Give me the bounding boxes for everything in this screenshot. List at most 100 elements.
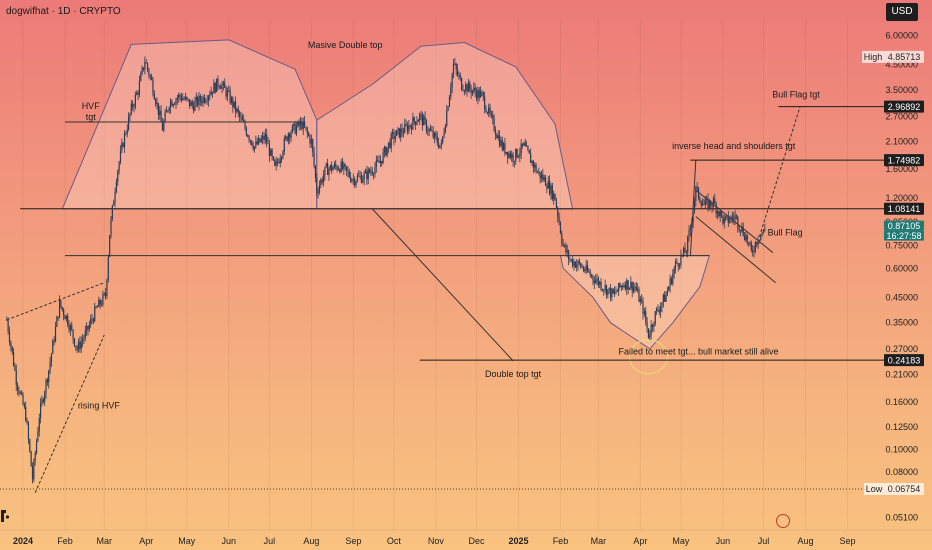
candle-body: [69, 325, 71, 331]
candle-body: [479, 91, 482, 98]
candle-body: [287, 133, 289, 141]
candle-body: [725, 216, 727, 219]
candle-body: [592, 275, 594, 280]
candle-body: [619, 283, 621, 287]
candle-body: [672, 273, 674, 284]
candle-body: [611, 288, 613, 298]
low-value-badge: 0.06754: [888, 484, 921, 494]
candle-body: [157, 102, 159, 115]
candle-body: [192, 105, 195, 111]
candle-body: [107, 256, 109, 280]
candle-body: [573, 261, 575, 266]
candle-body: [463, 90, 465, 92]
candle-body: [309, 135, 311, 144]
candle-body: [45, 379, 47, 393]
candle-body: [113, 202, 115, 206]
candle-body: [569, 258, 571, 261]
candle-body: [363, 173, 365, 180]
candle-body: [264, 133, 266, 140]
candle-body: [616, 291, 618, 293]
candle-body: [56, 316, 58, 327]
candle-body: [733, 217, 735, 220]
candle-body: [171, 101, 173, 106]
candle-body: [572, 259, 574, 266]
price-tick-label: 0.45000: [885, 292, 918, 302]
candle-body: [322, 175, 325, 183]
double-top-left-shape: [61, 39, 318, 210]
candle-body: [259, 138, 261, 142]
candle-body: [57, 316, 59, 318]
candle-body: [754, 242, 756, 252]
candle-body: [707, 198, 709, 209]
time-tick-label: Jul: [758, 536, 770, 546]
candle-body: [404, 124, 406, 133]
candle-body: [620, 285, 622, 287]
candle-body: [217, 78, 219, 87]
candle-body: [306, 128, 308, 134]
candle-body: [156, 102, 158, 105]
candle-body: [417, 119, 419, 122]
candle-body: [106, 279, 108, 297]
candle-body: [465, 84, 467, 91]
candle-body: [563, 244, 566, 246]
candle-body: [396, 130, 398, 137]
candle-body: [521, 143, 524, 146]
candle-body: [317, 192, 319, 193]
candle-body: [35, 441, 38, 454]
candle-body: [410, 126, 413, 130]
candle-body: [266, 133, 268, 143]
candle-body: [114, 191, 116, 203]
candle-body: [262, 135, 264, 139]
candle-body: [758, 239, 761, 241]
candle-body: [427, 130, 429, 132]
candle-body: [637, 289, 639, 291]
candle-body: [498, 135, 501, 146]
axis-badges: 1.08141 2.96892 1.74982 0.24183 0.8710516:27…: [862, 50, 924, 495]
price-level-badge-bg: [884, 202, 924, 215]
candle-body: [209, 94, 211, 97]
candle-body: [704, 199, 706, 205]
candle-body: [251, 140, 253, 146]
candle-body: [366, 171, 368, 180]
candle-body: [474, 87, 476, 92]
candle-body: [14, 365, 16, 371]
candle-body: [689, 227, 692, 231]
candle-body: [496, 134, 498, 139]
price-level-badge: 1.08141: [888, 204, 921, 214]
tradingview-logo-icon[interactable]: [0, 508, 10, 524]
candle-body: [111, 205, 113, 219]
currency-button[interactable]: USD: [886, 3, 918, 21]
candle-body: [681, 254, 683, 256]
candle-body: [245, 128, 247, 136]
candle-body: [155, 99, 157, 105]
candle-body: [10, 342, 12, 347]
candle-body: [144, 62, 146, 70]
candle-body: [440, 142, 442, 146]
alert-icon[interactable]: [776, 514, 790, 528]
candle-body: [100, 304, 103, 306]
candle-body: [471, 90, 474, 94]
candle-body: [182, 98, 184, 101]
candle-body: [291, 125, 294, 133]
candle-body: [446, 110, 448, 126]
candle-body: [355, 181, 357, 185]
candle-body: [184, 96, 187, 100]
candle-body: [110, 218, 112, 236]
candle-body: [21, 392, 23, 395]
candle-body: [140, 73, 142, 82]
candle-body: [94, 306, 96, 322]
low-label-bg: [864, 482, 884, 495]
candle-body: [405, 124, 407, 126]
candle-body: [213, 83, 215, 94]
candle-body: [628, 287, 631, 290]
candle-body: [308, 133, 310, 136]
candle-body: [102, 294, 104, 305]
candle-body: [301, 121, 303, 130]
candle-body: [492, 115, 494, 119]
candle-body: [712, 198, 715, 207]
candle-body: [298, 121, 300, 126]
candle-body: [425, 120, 428, 131]
candle-body: [678, 265, 681, 267]
candle-body: [132, 103, 134, 108]
